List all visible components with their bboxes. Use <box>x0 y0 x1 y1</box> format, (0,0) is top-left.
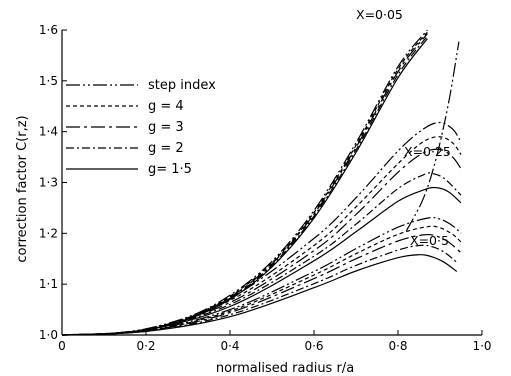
x-tick-label: 0·4 <box>220 339 239 353</box>
y-tick-label: 1·5 <box>39 74 58 88</box>
y-tick-label: 1·0 <box>39 328 58 342</box>
series-line <box>61 148 462 336</box>
group-annotations: X=0·05 X=0·25 X=0·5 <box>356 7 451 248</box>
group-label: X=0·05 <box>356 7 403 22</box>
y-axis-label: correction factor C(r,z) <box>15 115 30 262</box>
legend-label: g = 4 <box>148 99 184 114</box>
x-tick-label: 0·6 <box>304 339 323 353</box>
group-label: X=0·5 <box>410 233 449 248</box>
series-line <box>61 216 462 336</box>
series-line <box>405 41 460 232</box>
curve-group-2 <box>61 216 462 336</box>
curve-group-1 <box>61 121 462 336</box>
series-line <box>61 136 462 336</box>
series-line <box>61 254 458 336</box>
axes: 0 0·2 0·4 0·6 0·8 1·0 1·0 1·1 1·2 1·3 1·4 1·5 1·6 <box>39 23 492 353</box>
series-line <box>61 121 462 336</box>
y-tick-label: 1·3 <box>39 176 58 190</box>
x-tick-label: 0 <box>58 339 66 353</box>
series-line <box>61 244 458 336</box>
y-tick-label: 1·4 <box>39 125 58 139</box>
legend-label: g= 1·5 <box>148 162 192 177</box>
legend-label: g = 2 <box>148 141 184 156</box>
x-axis-label: normalised radius r/a <box>216 361 354 376</box>
y-tick-label: 1·6 <box>39 23 58 37</box>
curve-group-0 <box>61 29 460 336</box>
series-line <box>61 225 462 336</box>
curves <box>61 29 462 336</box>
x-tick-label: 0·8 <box>388 339 407 353</box>
legend: step index g = 4 g = 3 g = 2 g= 1·5 <box>66 78 216 177</box>
series-line <box>61 172 462 336</box>
legend-label: step index <box>148 78 216 93</box>
series-line <box>61 186 462 336</box>
series-line <box>61 38 428 336</box>
series-line <box>61 33 428 336</box>
series-line <box>61 233 462 336</box>
x-tick-label: 1·0 <box>472 339 491 353</box>
group-label: X=0·25 <box>404 144 451 159</box>
y-tick-label: 1·1 <box>39 277 58 291</box>
y-tick-label: 1·2 <box>39 226 58 240</box>
x-tick-label: 0·2 <box>136 339 155 353</box>
legend-label: g = 3 <box>148 120 184 135</box>
